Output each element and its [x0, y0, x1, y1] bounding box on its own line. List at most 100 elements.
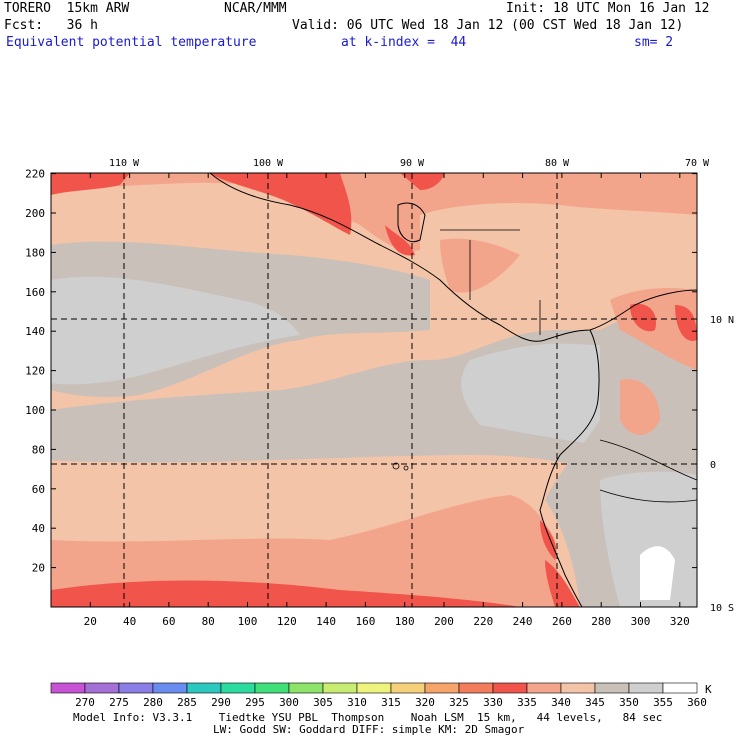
colorbar-swatch [424, 682, 460, 694]
field-red-colombia [630, 303, 656, 332]
colorbar-label: 295 [245, 696, 265, 709]
field-land-white [640, 546, 675, 600]
lat-labels: 10 N 0 10 S [710, 315, 734, 614]
colorbar-label: 360 [687, 696, 707, 709]
lon-label: 110 W [109, 158, 140, 169]
colorbar-swatch [560, 682, 596, 694]
x-tick-label: 180 [395, 615, 415, 628]
field-red-coast [545, 560, 580, 607]
map-field [51, 173, 697, 607]
y-tick-label: 100 [25, 404, 45, 417]
colorbar-swatch [84, 682, 120, 694]
x-tick-label: 160 [355, 615, 375, 628]
field-band-salmon-south [51, 495, 560, 607]
init-time: Init: 18 UTC Mon 16 Jan 12 [506, 1, 710, 16]
y-tick-label: 20 [32, 562, 45, 575]
x-tick-label: 220 [473, 615, 493, 628]
colorbar-label: 285 [177, 696, 197, 709]
field-band-light-mid [461, 343, 600, 445]
map-frame [50, 172, 698, 608]
field-red-venezuela [675, 305, 697, 341]
x-tick-label: 40 [123, 615, 136, 628]
lon-labels: 110 W 100 W 90 W 80 W 70 W [109, 158, 710, 169]
field-red-guatemala [385, 225, 415, 256]
level-info: at k-index = 44 [341, 35, 467, 50]
colorbar-swatch [628, 682, 664, 694]
x-tick-label: 240 [513, 615, 533, 628]
x-tick-label: 20 [84, 615, 97, 628]
colorbar: 270 275 280 285 290 295 300 305 310 315 320 325 330 3… [50, 682, 712, 709]
x-tick-label: 200 [434, 615, 454, 628]
field-amazon-salmon [620, 379, 660, 435]
lon-label: 70 W [685, 158, 710, 169]
colorbar-swatch [254, 682, 290, 694]
colorbar-label: 355 [653, 696, 673, 709]
lon-label: 90 W [400, 158, 425, 169]
colorbar-swatch [288, 682, 324, 694]
colorbar-label: 330 [483, 696, 503, 709]
colorbar-swatch [662, 682, 698, 694]
x-axis: 20 40 60 80 100 120 140 160 180 200 220 240 260 280 30… [84, 173, 690, 628]
colorbar-swatch [322, 682, 358, 694]
y-tick-label: 140 [25, 325, 45, 338]
model-name: TORERO 15km ARW [4, 1, 130, 16]
field-central-america [440, 238, 520, 293]
field-red-yucatan [400, 173, 445, 190]
x-tick-label: 260 [552, 615, 572, 628]
x-tick-label: 300 [631, 615, 651, 628]
colorbar-swatch [492, 682, 528, 694]
colorbar-label: 315 [381, 696, 401, 709]
colorbar-swatch [50, 682, 86, 694]
colorbar-label: 280 [143, 696, 163, 709]
colorbar-swatch [458, 682, 494, 694]
colorbar-swatch [594, 682, 630, 694]
field-band-light-north [51, 276, 300, 385]
colorbar-label: 325 [449, 696, 469, 709]
coastline-south-america [539, 329, 600, 607]
colorbar-label: 275 [109, 696, 129, 709]
lat-label: 10 N [710, 315, 734, 326]
x-tick-label: 60 [162, 615, 175, 628]
colorbar-label: 310 [347, 696, 367, 709]
galapagos-islands [392, 462, 400, 470]
latlon-grid [51, 173, 697, 607]
coastline-central-america [209, 173, 697, 342]
y-tick-label: 120 [25, 365, 45, 378]
center-name: NCAR/MMM [224, 1, 287, 16]
field-red-coast-2 [540, 520, 557, 560]
colorbar-swatch [118, 682, 154, 694]
valid-time: Valid: 06 UTC Wed 18 Jan 12 (00 CST Wed … [292, 18, 684, 33]
x-tick-label: 280 [591, 615, 611, 628]
y-tick-label: 220 [25, 168, 45, 181]
country-borders [440, 229, 541, 335]
field-north-salmon [51, 173, 697, 251]
colorbar-swatch [526, 682, 562, 694]
x-tick-label: 120 [277, 615, 297, 628]
y-tick-label: 60 [32, 483, 45, 496]
y-tick-label: 160 [25, 286, 45, 299]
colorbar-label: 320 [415, 696, 435, 709]
forecast-hour: Fcst: 36 h [4, 18, 98, 33]
colorbar-label: 350 [619, 696, 639, 709]
x-tick-label: 100 [238, 615, 258, 628]
colorbar-label: 300 [279, 696, 299, 709]
y-tick-label: 80 [32, 443, 45, 456]
field-red-nw [51, 173, 130, 195]
colorbar-label: 335 [517, 696, 537, 709]
lon-label: 100 W [253, 158, 284, 169]
colorbar-swatch [186, 682, 222, 694]
colorbar-swatch [220, 682, 256, 694]
x-tick-label: 140 [316, 615, 336, 628]
lon-label: 80 W [545, 158, 570, 169]
colorbar-label: 270 [75, 696, 95, 709]
field-band-grey-mid [51, 330, 600, 470]
field-red-mexico [210, 173, 352, 235]
colorbar-label: 290 [211, 696, 231, 709]
country-borders-south [599, 439, 697, 503]
model-info-line2: LW: Godd SW: Goddard DIFF: simple KM: 2D… [213, 723, 525, 736]
field-band-red-south [51, 580, 520, 607]
x-tick-label: 80 [202, 615, 215, 628]
colorbar-swatch [390, 682, 426, 694]
galapagos-islands-2 [403, 465, 409, 471]
y-axis: 20 40 60 80 100 120 140 160 180 200 220 [25, 168, 697, 575]
